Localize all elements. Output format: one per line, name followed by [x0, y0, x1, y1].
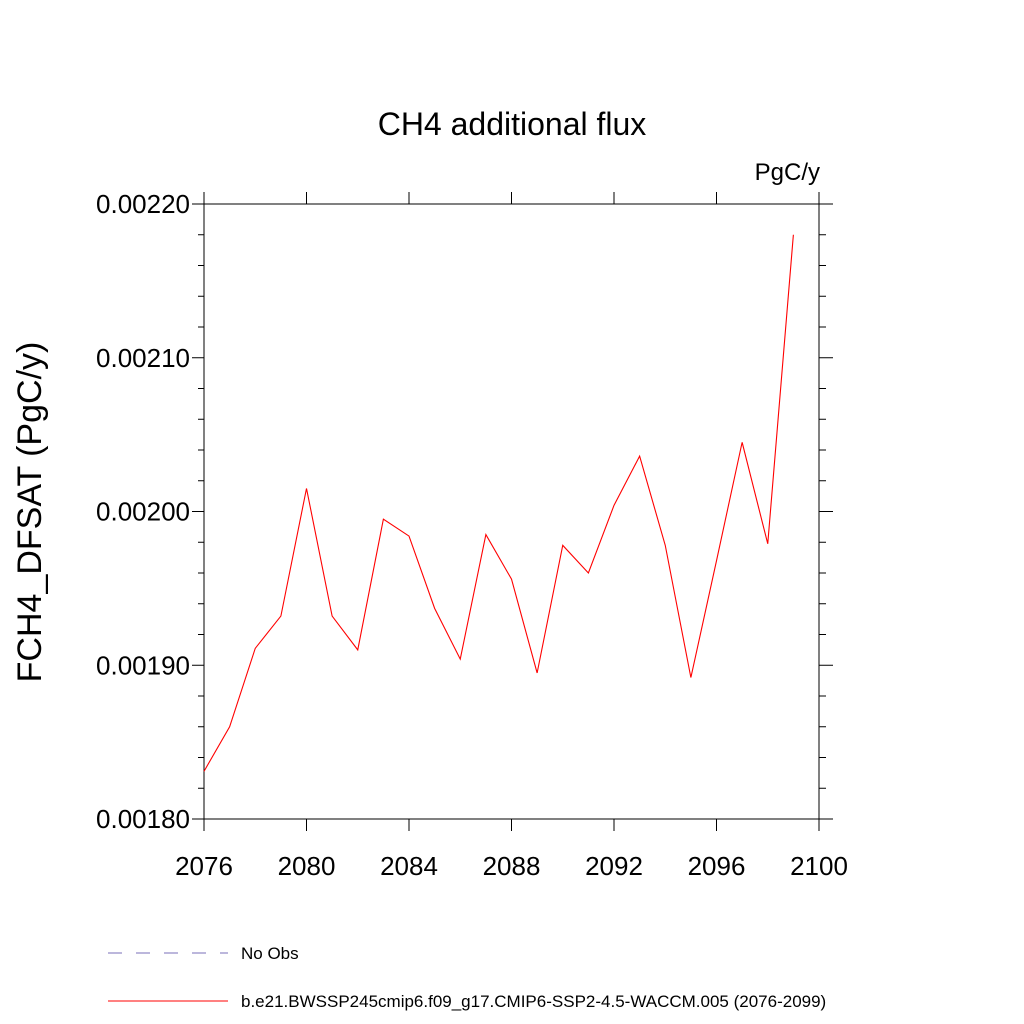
- legend-label: No Obs: [241, 944, 299, 963]
- y-tick-label: 0.00210: [96, 343, 190, 373]
- x-tick-label: 2088: [483, 851, 541, 881]
- y-tick-label: 0.00200: [96, 497, 190, 527]
- y-tick-label: 0.00180: [96, 804, 190, 834]
- chart-title: CH4 additional flux: [378, 106, 647, 142]
- units-label: PgC/y: [755, 159, 820, 186]
- x-tick-label: 2092: [585, 851, 643, 881]
- x-tick-label: 2084: [380, 851, 438, 881]
- series-layer: [203, 234, 794, 772]
- x-tick-label: 2100: [790, 851, 848, 881]
- x-tick-label: 2096: [688, 851, 746, 881]
- legend-label: b.e21.BWSSP245cmip6.f09_g17.CMIP6-SSP2-4…: [241, 992, 826, 1011]
- y-tick-label: 0.00220: [96, 189, 190, 219]
- y-tick-label: 0.00190: [96, 650, 190, 680]
- axes: 2076 2080 2084 2088 2092 2096 2100 0.00180 0.001…: [96, 189, 848, 881]
- x-tick-label: 2080: [278, 851, 336, 881]
- x-tick-label: 2076: [175, 851, 233, 881]
- y-axis-label: FCH4_DFSAT (PgC/y): [11, 342, 49, 683]
- series-line: [203, 234, 794, 772]
- legend: No Obs b.e21.BWSSP245cmip6.f09_g17.CMIP6-…: [108, 944, 826, 1011]
